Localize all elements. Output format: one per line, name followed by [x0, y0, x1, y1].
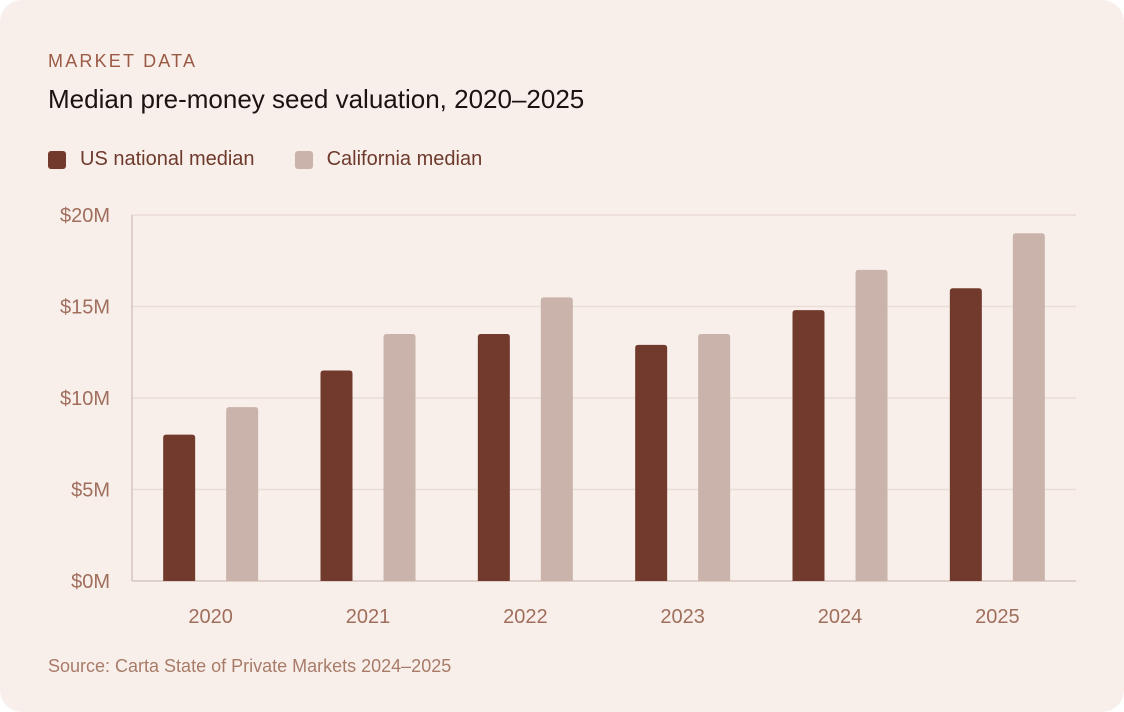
- legend-swatch-us: [48, 150, 66, 169]
- legend-item-california: California median: [294, 148, 483, 171]
- x-tick-label: 2025: [975, 606, 1020, 628]
- bar-california-2020: [226, 407, 259, 581]
- source-note: Source: Carta State of Private Markets 2…: [48, 656, 452, 676]
- bar-california-2025: [1012, 233, 1045, 582]
- legend-label-us: US national median: [80, 148, 255, 170]
- bar-us-national-2024: [792, 310, 825, 581]
- section-eyebrow: MARKET DATA: [48, 51, 198, 71]
- bar-california-2024: [855, 269, 888, 581]
- x-tick-label: 2021: [346, 606, 391, 628]
- bar-us-national-2021: [320, 370, 353, 581]
- bar-us-national-2025: [949, 288, 982, 581]
- chart-legend: US national median California median: [48, 148, 522, 171]
- y-tick-label: $5M: [71, 480, 110, 502]
- bar-us-national-2022: [477, 333, 510, 581]
- bar-us-national-2020: [163, 434, 196, 581]
- y-tick-label: $0M: [71, 571, 110, 593]
- bar-california-2021: [383, 333, 416, 581]
- legend-label-california: California median: [326, 148, 483, 170]
- legend-swatch-california: [294, 150, 313, 169]
- legend-item-us: US national median: [48, 148, 255, 171]
- x-tick-label: 2023: [660, 606, 705, 628]
- y-tick-label: $20M: [60, 205, 110, 227]
- x-tick-label: 2022: [503, 606, 548, 628]
- bar-us-national-2023: [635, 344, 668, 581]
- chart-title: Median pre-money seed valuation, 2020–20…: [48, 84, 585, 114]
- y-tick-label: $15M: [60, 297, 110, 319]
- y-tick-label: $10M: [60, 388, 110, 410]
- x-tick-label: 2020: [188, 606, 233, 628]
- bar-california-2022: [540, 297, 573, 581]
- x-tick-label: 2024: [818, 606, 863, 628]
- bar-california-2023: [698, 333, 731, 581]
